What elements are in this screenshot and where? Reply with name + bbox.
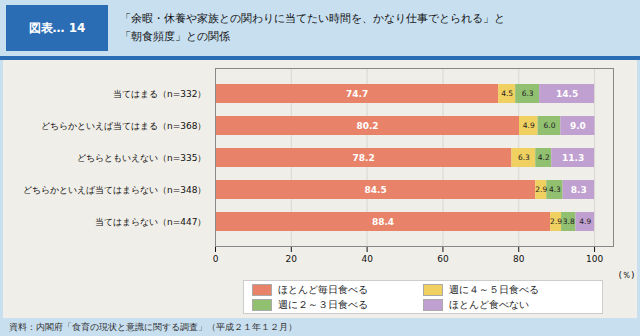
svg-text:11.3: 11.3 xyxy=(562,153,584,163)
svg-text:どちらともいえない（n=335）: どちらともいえない（n=335） xyxy=(77,153,206,163)
svg-text:(％): (％) xyxy=(618,270,634,280)
html-text:ほとんど毎日食べる: ほとんど毎日食べる xyxy=(278,283,368,295)
html-text:週に２～３日食べる: 週に２～３日食べる xyxy=(278,298,368,310)
svg-text:6.3: 6.3 xyxy=(522,89,534,98)
svg-text:どちらかといえば当てはまる（n=368）: どちらかといえば当てはまる（n=368） xyxy=(41,121,206,131)
svg-text:40: 40 xyxy=(361,254,373,264)
html-text:ほとんど食べない: ほとんど食べない xyxy=(449,298,529,310)
svg-text:当てはまらない（n=447）: 当てはまらない（n=447） xyxy=(95,217,206,227)
svg-text:4.3: 4.3 xyxy=(549,185,561,194)
svg-text:8.3: 8.3 xyxy=(571,185,587,195)
svg-text:14.5: 14.5 xyxy=(556,89,578,99)
svg-text:80.2: 80.2 xyxy=(356,121,378,131)
svg-text:80: 80 xyxy=(513,254,525,264)
svg-text:4.9: 4.9 xyxy=(523,121,535,130)
svg-text:6.0: 6.0 xyxy=(543,121,555,130)
html-text:資料：内閣府「食育の現状と意識に関する調査」（平成２１年１２: 資料：内閣府「食育の現状と意識に関する調査」（平成２１年１２月） xyxy=(9,322,297,332)
svg-text:0: 0 xyxy=(213,254,219,264)
svg-text:20: 20 xyxy=(286,254,298,264)
html-text:週に４～５日食べる: 週に４～５日食べる xyxy=(449,283,539,295)
svg-text:78.2: 78.2 xyxy=(353,153,375,163)
svg-text:84.5: 84.5 xyxy=(365,185,387,195)
svg-text:100: 100 xyxy=(586,254,603,264)
svg-text:74.7: 74.7 xyxy=(346,89,368,99)
svg-text:4.2: 4.2 xyxy=(538,153,550,162)
svg-text:どちらかといえば当てはまらない（n=348）: どちらかといえば当てはまらない（n=348） xyxy=(23,185,206,195)
svg-text:4.9: 4.9 xyxy=(579,217,591,226)
svg-text:88.4: 88.4 xyxy=(372,217,394,227)
html-text:「朝食頻度」との関係: 「朝食頻度」との関係 xyxy=(120,30,230,43)
svg-text:4.5: 4.5 xyxy=(501,89,513,98)
svg-text:2.9: 2.9 xyxy=(550,217,562,226)
svg-text:当てはまる（n=332）: 当てはまる（n=332） xyxy=(113,89,206,99)
svg-text:9.0: 9.0 xyxy=(570,121,586,131)
svg-text:3.8: 3.8 xyxy=(563,217,575,226)
html-text:図表… 14: 図表… 14 xyxy=(28,20,86,35)
svg-text:60: 60 xyxy=(437,254,449,264)
svg-text:6.3: 6.3 xyxy=(518,153,530,162)
html-text:「余暇・休養や家族との関わりに当てたい時間を、かなり仕事でと: 「余暇・休養や家族との関わりに当てたい時間を、かなり仕事でとられる」と xyxy=(120,12,505,25)
svg-text:2.9: 2.9 xyxy=(535,185,547,194)
